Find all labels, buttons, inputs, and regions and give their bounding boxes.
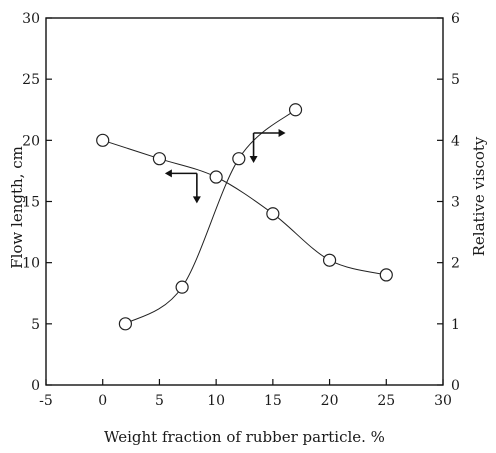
left-y-tick-label: 5 (31, 317, 40, 333)
right-y-tick-label: 4 (451, 133, 460, 149)
left-y-tick-label: 15 (22, 195, 40, 211)
x-tick-label: -5 (39, 393, 53, 409)
left-y-tick-label: 0 (31, 378, 40, 394)
right-y-tick-label: 1 (451, 317, 460, 333)
series-2-point (118, 317, 133, 331)
series-1-point (266, 207, 280, 221)
plot-frame (45, 17, 444, 386)
left-y-tick-label: 20 (22, 133, 40, 149)
x-tick-label: 0 (98, 393, 107, 409)
series-2-point (288, 103, 303, 117)
plot-border (45, 17, 444, 386)
series-2-point (232, 152, 246, 166)
x-tick-label: 25 (377, 393, 395, 409)
series-1-point (379, 268, 393, 282)
series-2-point (175, 280, 189, 294)
right-y-tick-label: 5 (451, 72, 460, 88)
right-y-axis-label: Relative viscoty (470, 136, 488, 256)
series-1-point (152, 152, 167, 166)
left-y-tick-label: 25 (22, 72, 40, 88)
x-tick-label: 15 (264, 393, 282, 409)
x-axis-label: Weight fraction of rubber particle. % (104, 428, 385, 446)
x-tick-label: 20 (321, 393, 339, 409)
x-axis-ticks: -5 0 5 10 15 20 25 30 (39, 379, 452, 409)
right-y-tick-label: 6 (451, 11, 460, 27)
x-tick-label: 10 (207, 393, 225, 409)
left-y-tick-label: 10 (22, 256, 40, 272)
series-1-point (322, 253, 337, 267)
series-2-line (125, 109, 296, 325)
annotation-layer (164, 128, 286, 204)
series-1-point (209, 170, 223, 184)
right-y-tick-label: 3 (451, 195, 460, 211)
right-y-tick-label: 0 (451, 378, 460, 394)
axis-indicator-arrow-left (164, 169, 201, 204)
axis-indicator-arrow-right (249, 128, 286, 163)
series-layer (96, 103, 393, 331)
x-tick-label: 5 (155, 393, 164, 409)
left-y-axis-label: Flow length, cm (8, 146, 26, 269)
series-1-point (96, 133, 110, 147)
right-y-axis-ticks: 0 1 2 3 4 5 6 (437, 11, 460, 394)
left-y-tick-label: 30 (22, 11, 40, 27)
left-y-axis-ticks: 0 5 10 15 20 25 30 (22, 11, 52, 394)
x-tick-label: 30 (434, 393, 452, 409)
right-y-tick-label: 2 (451, 256, 460, 272)
